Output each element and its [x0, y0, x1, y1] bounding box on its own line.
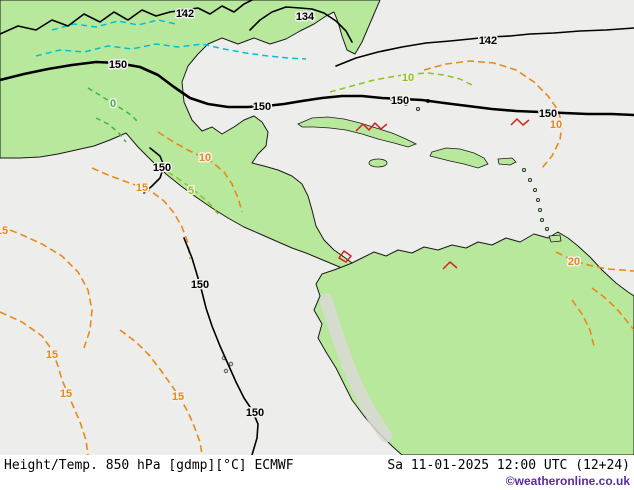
temp-label-15: 15: [172, 391, 184, 403]
galapagos-islet: [223, 368, 229, 374]
height-label-150: 150: [109, 59, 127, 71]
height-contour-150-pacific: [183, 237, 259, 455]
height-contour-142-west: [0, 0, 253, 35]
cyan-temp-contour: [51, 19, 177, 31]
height-contour-150-mexico: [143, 147, 165, 194]
south-america-landmass: [313, 231, 634, 455]
temp-label-15: 15: [0, 225, 8, 237]
contour-labels: 142 134 142 150 150 150 150 150 150 150 …: [0, 7, 582, 421]
temp-label-20: 20: [568, 256, 580, 268]
weather-map: 142 134 142 150 150 150 150 150 150 150 …: [0, 0, 634, 455]
temp-contours-yellowgreen: [167, 72, 473, 215]
orange-temp-contour-se-b: [571, 299, 595, 347]
yellowgreen-temp-contour-5: [167, 171, 219, 215]
height-contours: [0, 0, 634, 455]
antilles-islet: [533, 187, 538, 192]
height-label-150: 150: [391, 95, 409, 107]
temp-label-15: 15: [136, 182, 148, 194]
caption-bar: Height/Temp. 850 hPa [gdmp][°C] ECMWF Sa…: [0, 455, 634, 490]
height-label-150: 150: [191, 279, 209, 291]
map-datetime: Sa 11-01-2025 12:00 UTC (12+24): [387, 458, 630, 473]
bahamas-islet: [403, 102, 408, 107]
red-temp-contour: [442, 261, 458, 270]
landmasses: [0, 0, 634, 455]
red-temp-contour: [510, 118, 530, 126]
lesser-antilles-islands: [522, 167, 562, 243]
orange-temp-contour-15-pacific-a: [0, 311, 89, 455]
cuba-island: [297, 116, 417, 148]
height-label-150: 150: [539, 108, 557, 120]
temp-contours-cyan: [35, 19, 307, 60]
height-label-134: 134: [296, 11, 315, 23]
orange-temp-contour-15-mexico: [91, 167, 191, 260]
antilles-islet: [545, 226, 550, 231]
hispaniola-island: [429, 147, 489, 169]
height-contour-150-main: [0, 60, 634, 117]
temp-contours-orange: [0, 60, 634, 455]
orange-temp-contour-10-mexico: [157, 131, 243, 213]
galapagos-islet: [228, 361, 234, 367]
antilles-islet: [522, 167, 527, 172]
antilles-islet: [538, 207, 543, 212]
green-temp-contour-0: [87, 87, 140, 124]
antilles-islet: [528, 177, 533, 182]
bahamas-islet: [415, 107, 420, 112]
temp-label-10: 10: [402, 72, 414, 84]
orange-temp-contour-10-atlantic: [423, 60, 563, 169]
temp-contours-green: [87, 87, 140, 143]
height-contour-134: [249, 6, 353, 43]
copyright-link[interactable]: ©weatheronline.co.uk: [505, 474, 630, 488]
green-temp-contour: [95, 117, 127, 143]
jamaica-island: [368, 158, 388, 168]
height-label-142: 142: [176, 8, 194, 20]
temp-label-15: 15: [46, 349, 58, 361]
red-temp-contour: [355, 122, 388, 132]
map-title: Height/Temp. 850 hPa [gdmp][°C] ECMWF: [4, 458, 294, 473]
temp-contours-red: [338, 118, 530, 270]
temp-label-5: 5: [188, 185, 194, 197]
temp-label-10: 10: [199, 152, 211, 164]
orange-temp-contour-15-left: [0, 225, 93, 349]
puerto-rico-island: [497, 157, 517, 166]
cyan-temp-contour: [35, 43, 307, 60]
orange-temp-contour-20: [555, 251, 634, 272]
antilles-islet: [536, 197, 541, 202]
height-label-150: 150: [153, 162, 171, 174]
temp-label-15: 15: [60, 388, 72, 400]
galapagos-islands: [221, 355, 234, 374]
weather-map-container: 142 134 142 150 150 150 150 150 150 150 …: [0, 0, 634, 455]
height-label-150: 150: [246, 407, 264, 419]
north-central-america-landmass: [0, 0, 381, 269]
yellowgreen-temp-contour-10: [329, 72, 473, 93]
temp-label-0: 0: [110, 98, 116, 110]
andes-terrain-shading: [319, 293, 393, 443]
temp-label-10: 10: [550, 119, 562, 131]
antilles-islet: [540, 217, 545, 222]
red-temp-contour: [338, 250, 352, 263]
height-contour-142-east: [335, 27, 634, 67]
trinidad-island: [548, 234, 562, 243]
height-label-142: 142: [479, 35, 497, 47]
height-label-150: 150: [253, 101, 271, 113]
